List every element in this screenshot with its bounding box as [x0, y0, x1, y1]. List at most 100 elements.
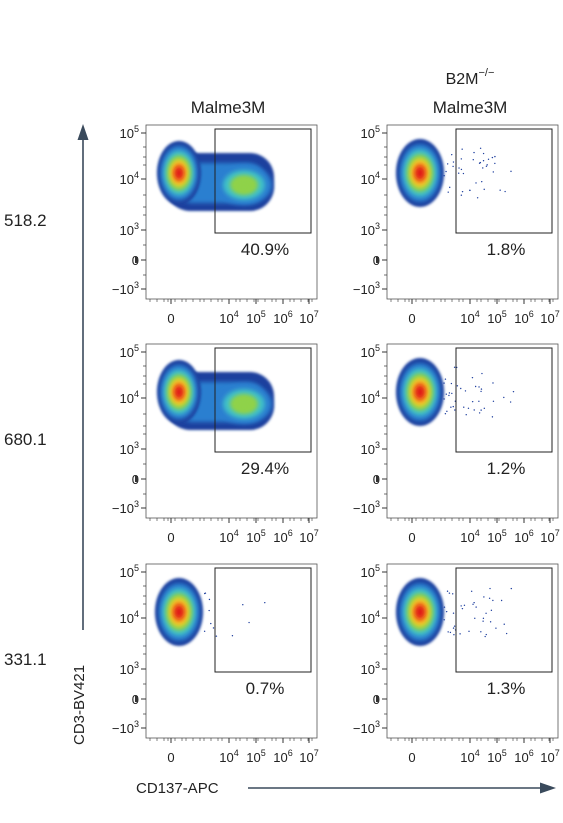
y-tick-label: −103: [112, 499, 139, 516]
x-tick-label: 107: [299, 309, 318, 326]
event-dot: [204, 592, 207, 594]
event-dot: [456, 385, 459, 387]
event-dot: [454, 409, 456, 411]
event-dot: [461, 607, 464, 610]
y-tick-label: 103: [361, 221, 380, 238]
y-tick-label: 104: [120, 609, 139, 626]
event-dot: [480, 631, 482, 633]
event-dot: [448, 592, 451, 594]
event-dot: [482, 160, 485, 162]
y-axis-label: CD3-BV421: [71, 665, 88, 745]
x-tick-label: 107: [540, 748, 559, 765]
event-dot: [445, 170, 447, 173]
event-dot: [468, 630, 470, 633]
y-tick-label: 105: [120, 563, 139, 580]
event-dot: [471, 376, 474, 379]
gate-percent-label: 1.2%: [487, 459, 526, 478]
y-tick-label: 103: [120, 660, 139, 677]
event-dot: [444, 378, 447, 380]
gate-percent-label: 40.9%: [241, 240, 289, 259]
density-positive-layer-3: [235, 398, 253, 410]
event-dot: [486, 164, 488, 166]
gate-percent-label: 1.3%: [487, 679, 526, 698]
event-dot: [465, 414, 467, 416]
y-tick-label: −103: [112, 280, 139, 297]
y-tick-label: 105: [120, 124, 139, 141]
x-tick-label: 0: [408, 530, 415, 545]
panels-group: 105 104 103 0 −103 0 104 105 106 107 40.9% 105 104 10…: [112, 124, 560, 765]
event-dot: [459, 633, 461, 635]
event-dot: [451, 153, 453, 156]
x-tick-label: 104: [219, 309, 238, 326]
event-dot: [481, 372, 483, 375]
column-header-2-base: B2M: [446, 71, 479, 88]
event-dot: [453, 634, 455, 636]
event-dot: [473, 151, 475, 154]
x-tick-label: 106: [273, 528, 292, 545]
event-dot: [509, 401, 512, 403]
event-dot: [464, 390, 467, 392]
event-dot: [474, 617, 476, 619]
event-dot: [474, 385, 477, 388]
y-tick-label: 104: [361, 609, 380, 626]
y-axis-arrow-head: [77, 124, 89, 140]
event-dot: [460, 605, 462, 607]
y-tick-label: 105: [361, 563, 380, 580]
event-dot: [450, 406, 452, 408]
row-label-1: 518.2: [4, 211, 47, 230]
event-dot: [446, 410, 448, 413]
column-header-2: Malme3M: [433, 98, 508, 117]
event-dot: [494, 162, 496, 165]
event-dot: [481, 180, 483, 183]
event-dot: [472, 603, 474, 605]
y-zero-cluster: [135, 696, 138, 702]
x-tick-label: 0: [408, 311, 415, 326]
event-dot: [512, 390, 515, 393]
event-dot: [499, 189, 501, 191]
event-dot: [448, 392, 451, 394]
density-positive-layer-3: [235, 179, 253, 191]
event-dot: [208, 609, 210, 612]
x-tick-label: 106: [514, 748, 533, 765]
event-dot: [492, 171, 495, 173]
event-dot: [203, 630, 206, 633]
event-dot: [480, 390, 482, 393]
event-dot: [449, 186, 451, 189]
event-dot: [452, 627, 455, 629]
y-tick-label: 105: [361, 343, 380, 360]
event-dot: [492, 400, 495, 402]
x-tick-label: 105: [487, 748, 506, 765]
column-header-2-superscript: −/−: [479, 67, 495, 79]
event-dot: [485, 612, 487, 614]
y-tick-label: 104: [361, 170, 380, 187]
event-dot: [494, 155, 496, 158]
y-zero-cluster: [135, 476, 138, 482]
event-dot: [472, 158, 474, 161]
x-tick-label: 0: [408, 750, 415, 765]
y-tick-label: 105: [120, 343, 139, 360]
event-dot: [443, 398, 445, 400]
density-negative-layer-6: [415, 385, 425, 399]
event-dot: [475, 182, 477, 184]
event-dot: [473, 601, 475, 604]
event-dot: [461, 148, 463, 150]
event-dot: [490, 609, 493, 612]
y-tick-label: 104: [120, 170, 139, 187]
y-tick-label: 103: [120, 221, 139, 238]
event-dot: [483, 188, 485, 191]
event-dot: [445, 610, 448, 613]
event-dot: [510, 587, 513, 590]
event-dot: [470, 590, 473, 592]
event-dot: [484, 635, 486, 638]
event-dot: [491, 416, 494, 418]
event-dot: [478, 412, 481, 414]
row-label-2: 680.1: [4, 430, 47, 449]
event-dot: [488, 597, 491, 599]
x-tick-label: 106: [273, 748, 292, 765]
y-tick-label: 104: [120, 389, 139, 406]
event-dot: [208, 598, 211, 601]
event-dot: [489, 587, 491, 590]
event-dot: [453, 625, 456, 627]
density-negative-layer-6: [174, 605, 184, 619]
